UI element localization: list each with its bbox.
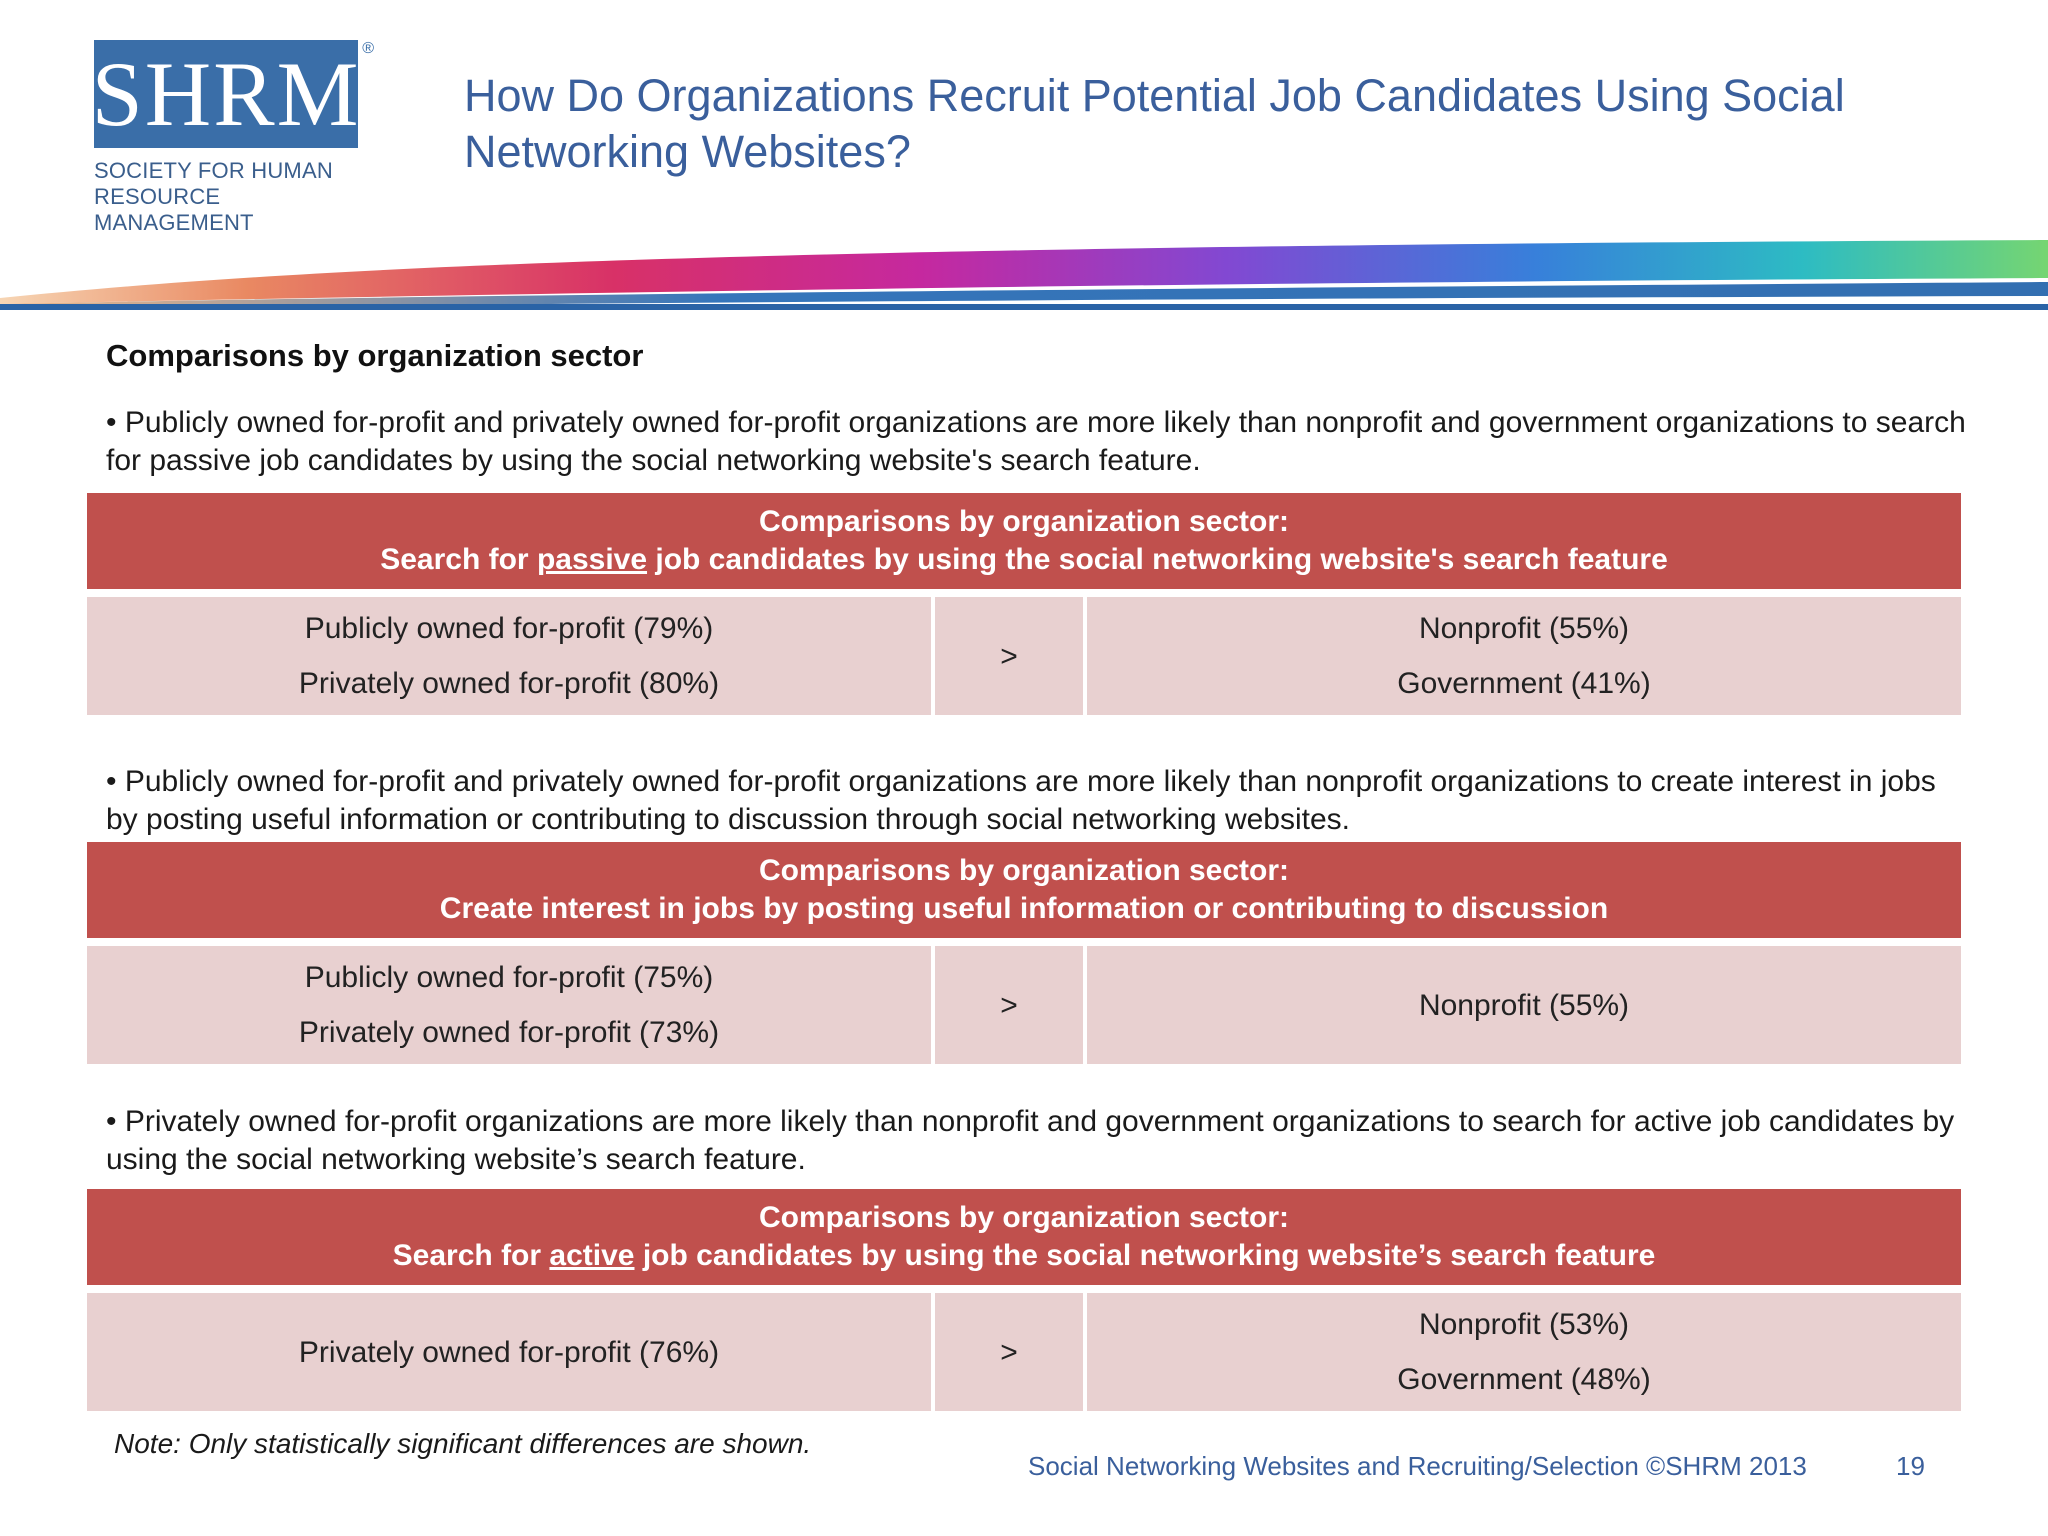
comparison-right-cell: Nonprofit (55%) Government (41%) [1087,597,1961,715]
sector-value: Publicly owned for-profit (75%) [304,961,714,994]
comparison-right-cell: Nonprofit (55%) [1087,946,1961,1064]
comparison-header-line2: Search for active job candidates by usin… [392,1239,1656,1272]
logo-subtitle-line1: SOCIETY FOR HUMAN [94,158,333,183]
logo-subtitle-line2: RESOURCE MANAGEMENT [94,184,254,235]
logo-wordmark: SHRM [91,43,361,145]
logo-mark: SHRM [91,40,361,148]
decorative-swoosh [0,240,2048,310]
bullet-active-search: • Privately owned for-profit organizatio… [106,1105,1955,1176]
slide-title: How Do Organizations Recruit Potential J… [464,70,1845,177]
sector-value: Privately owned for-profit (80%) [298,667,720,700]
footer-source: Social Networking Websites and Recruitin… [1028,1451,1807,1481]
sector-value: Nonprofit (55%) [1418,988,1630,1022]
page-number: 19 [1896,1451,1925,1481]
comparison-header-passive: Comparisons by organization sector: Sear… [87,493,1961,589]
comparison-right-cell: Nonprofit (53%) Government (48%) [1087,1293,1961,1411]
registered-mark: ® [362,40,374,57]
comparison-header-line2: Search for passive job candidates by usi… [380,543,1668,576]
comparison-left-cell: Publicly owned for-profit (79%) Privatel… [87,597,931,715]
bullet-create-interest: • Publicly owned for-profit and privatel… [106,765,1936,836]
bullet-passive-search: • Publicly owned for-profit and privatel… [106,406,1966,477]
comparison-left-cell: Privately owned for-profit (76%) [87,1293,931,1411]
section-heading: Comparisons by organization sector [106,338,644,373]
sector-value: Privately owned for-profit (76%) [298,1335,720,1369]
logo-subtitle: SOCIETY FOR HUMAN RESOURCE MANAGEMENT [94,158,374,236]
comparison-row-active: Privately owned for-profit (76%) > Nonpr… [87,1293,1961,1411]
comparison-header-line1: Comparisons by organization sector: [758,1201,1290,1234]
comparison-header-line2: Create interest in jobs by posting usefu… [439,892,1609,925]
comparison-header-line1: Comparisons by organization sector: [758,505,1290,538]
sector-value: Privately owned for-profit (73%) [298,1016,720,1049]
comparison-operator: > [935,946,1083,1064]
comparison-row-passive: Publicly owned for-profit (79%) Privatel… [87,597,1961,715]
comparison-operator: > [935,597,1083,715]
comparison-header-active: Comparisons by organization sector: Sear… [87,1189,1961,1285]
sector-value: Government (41%) [1397,667,1651,700]
sector-value: Nonprofit (55%) [1418,612,1630,645]
sector-value: Publicly owned for-profit (79%) [304,612,714,645]
sector-value: Nonprofit (53%) [1418,1308,1630,1341]
sector-value: Government (48%) [1397,1363,1651,1396]
comparison-header-line1: Comparisons by organization sector: [758,854,1290,887]
comparison-operator: > [935,1293,1083,1411]
shrm-logo: SHRM ® SOCIETY FOR HUMAN RESOURCE MANAGE… [91,40,374,235]
comparison-header-interest: Comparisons by organization sector: Crea… [87,842,1961,938]
comparison-left-cell: Publicly owned for-profit (75%) Privatel… [87,946,931,1064]
comparison-row-interest: Publicly owned for-profit (75%) Privatel… [87,946,1961,1064]
significance-note: Note: Only statistically significant dif… [114,1428,812,1459]
